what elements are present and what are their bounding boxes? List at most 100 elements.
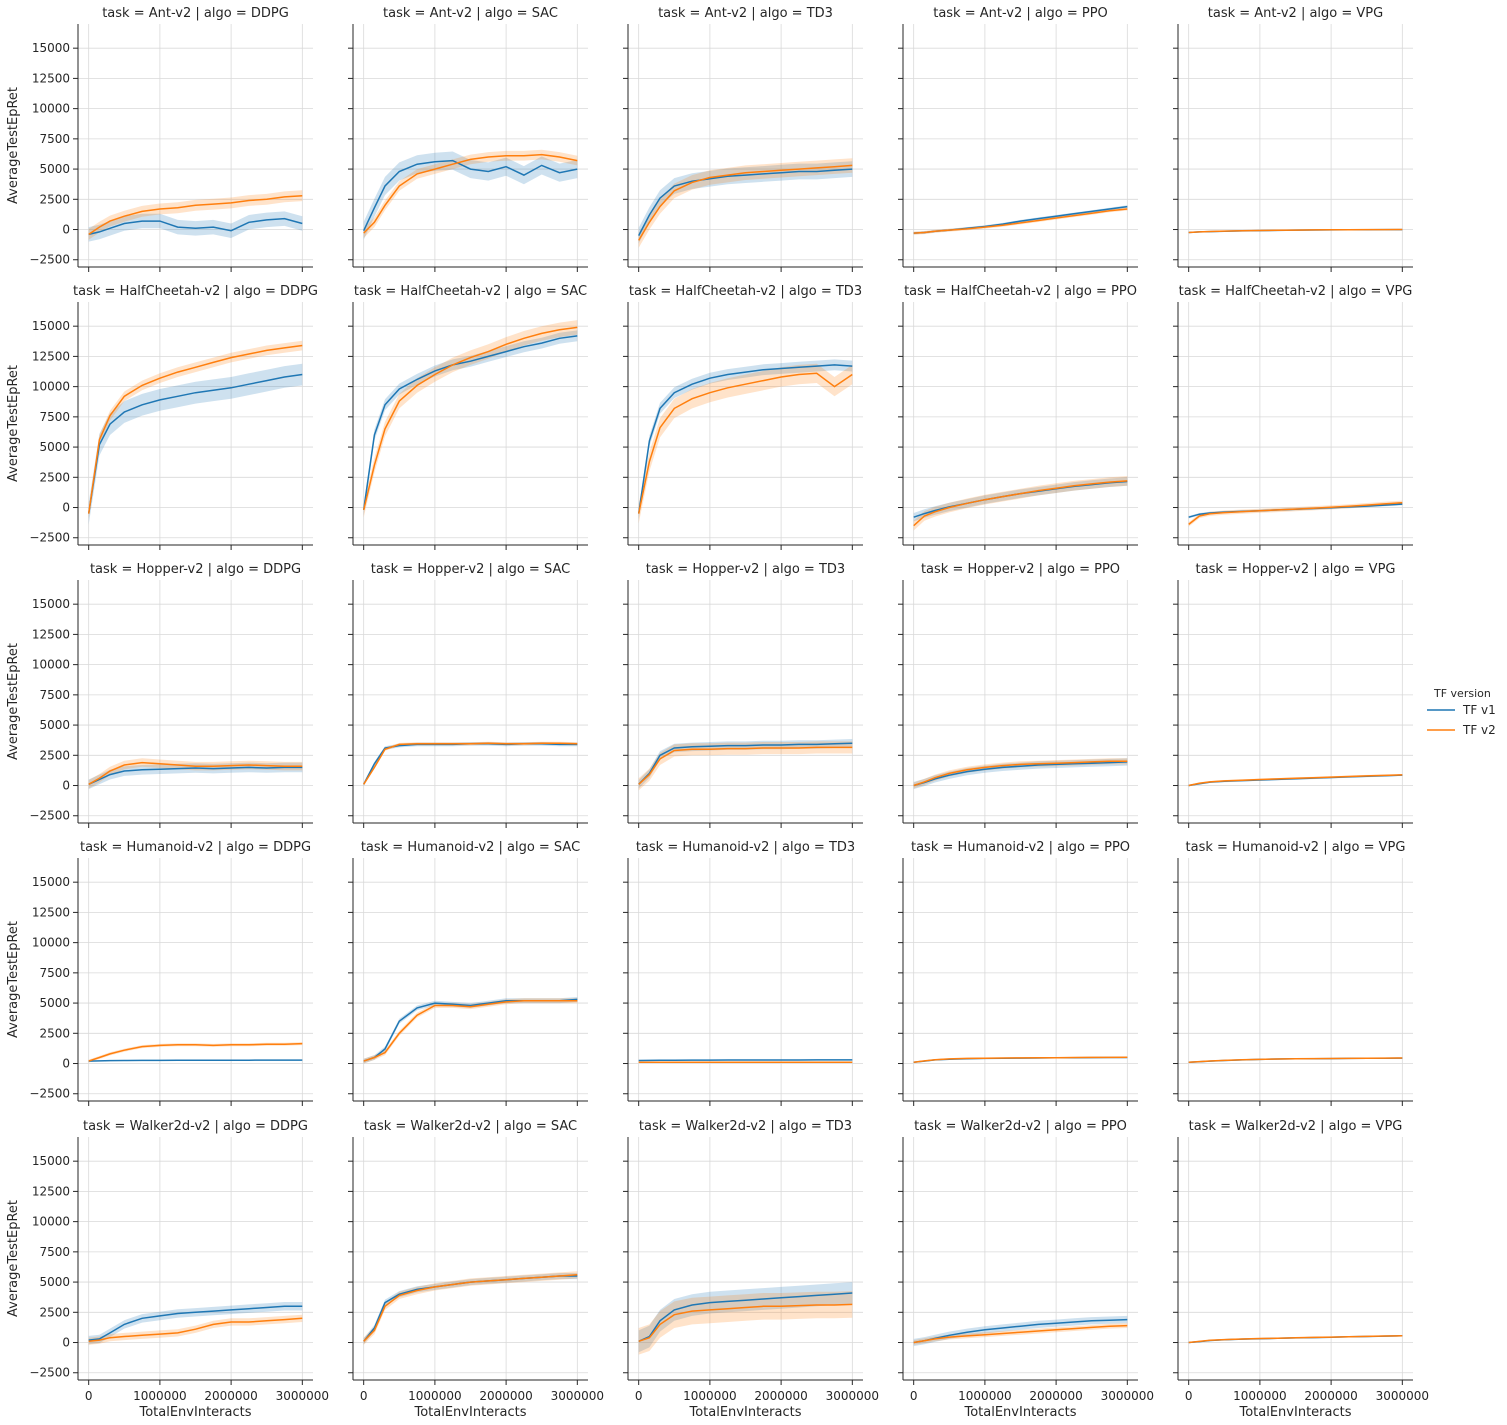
x-tick-label: 1000000 <box>133 1389 186 1403</box>
line-tf-v1 <box>362 335 578 511</box>
band-tf-v1 <box>88 363 303 525</box>
y-tick-label: 15000 <box>32 1154 70 1168</box>
panel-title: task = HalfCheetah-v2 | algo = TD3 <box>629 284 862 299</box>
panel-1-2: task = HalfCheetah-v2 | algo = TD3 <box>623 284 863 550</box>
y-tick-label: 10000 <box>32 1215 70 1229</box>
panel-title: task = Humanoid-v2 | algo = TD3 <box>636 840 855 855</box>
line-tf-v2 <box>88 194 303 236</box>
line-tf-v2 <box>88 1317 303 1343</box>
y-tick-label: 5000 <box>39 718 70 732</box>
x-axis-label: TotalEnvInteracts <box>413 1405 526 1420</box>
line-tf-v1 <box>638 1292 853 1342</box>
band-tf-v1 <box>638 1282 853 1353</box>
x-axis-label: TotalEnvInteracts <box>138 1405 251 1420</box>
line-tf-v2 <box>913 760 1128 787</box>
line-tf-v2 <box>362 326 578 511</box>
band-tf-v2 <box>363 998 578 1064</box>
y-tick-label: 5000 <box>39 162 70 176</box>
panel-title: task = Ant-v2 | algo = DDPG <box>102 6 289 21</box>
band-tf-v1 <box>363 742 578 787</box>
panel-3-2: task = Humanoid-v2 | algo = TD3 <box>623 840 863 1106</box>
line-tf-v1 <box>913 1318 1128 1344</box>
y-tick-label: 2500 <box>39 1305 70 1319</box>
panels-layer: −2500 0 2500 5000 7500 10000 12500 15000 task = … <box>6 6 1429 1420</box>
x-tick-label: 2000000 <box>1304 1389 1357 1403</box>
panel-2-1: task = Hopper-v2 | algo = SAC <box>348 562 588 828</box>
y-tick-label: 15000 <box>32 41 70 55</box>
y-tick-label: −2500 <box>29 531 70 545</box>
x-tick-label: 3000000 <box>826 1389 879 1403</box>
y-tick-label: 15000 <box>32 597 70 611</box>
panel-4-3: 0 1000000 2000000 3000000 task = Walker2d-v2… <box>898 1119 1154 1420</box>
y-tick-label: 0 <box>62 779 70 793</box>
x-tick-label: 3000000 <box>1101 1389 1154 1403</box>
x-tick-label: 3000000 <box>551 1389 604 1403</box>
panel-title: task = Humanoid-v2 | algo = DDPG <box>80 840 311 855</box>
legend: TF version TF v1 TF v2 <box>1427 687 1496 737</box>
y-tick-label: 12500 <box>32 627 70 641</box>
x-tick-label: 0 <box>1185 1389 1193 1403</box>
panel-2-0: −2500 0 2500 5000 7500 10000 12500 15000 task = … <box>6 562 313 828</box>
y-axis-label: AverageTestEpRet <box>6 643 21 760</box>
y-tick-label: −2500 <box>29 253 70 267</box>
band-tf-v1 <box>363 151 578 240</box>
y-tick-label: 0 <box>62 223 70 237</box>
x-tick-label: 2000000 <box>754 1389 807 1403</box>
y-tick-label: −2500 <box>29 1087 70 1101</box>
band-tf-v1 <box>88 211 303 242</box>
line-tf-v2 <box>1188 774 1403 787</box>
line-tf-v1 <box>87 373 303 514</box>
panel-4-1: 0 1000000 2000000 3000000 task = Walker2d-v2… <box>348 1119 604 1420</box>
panel-title: task = Hopper-v2 | algo = PPO <box>921 562 1120 577</box>
band-tf-v2 <box>638 363 853 524</box>
y-axis-label: AverageTestEpRet <box>6 365 21 482</box>
y-tick-label: 10000 <box>32 380 70 394</box>
panel-2-2: task = Hopper-v2 | algo = TD3 <box>623 562 863 828</box>
panel-0-1: task = Ant-v2 | algo = SAC <box>348 6 588 272</box>
band-tf-v1 <box>913 758 1128 790</box>
x-tick-label: 0 <box>85 1389 93 1403</box>
panel-0-0: −2500 0 2500 5000 7500 10000 12500 15000 task = … <box>6 6 313 272</box>
x-tick-label: 0 <box>635 1389 643 1403</box>
y-axis-label: AverageTestEpRet <box>6 1200 21 1317</box>
band-tf-v1 <box>88 1302 303 1345</box>
band-tf-v2 <box>363 149 578 238</box>
x-tick-label: 2000000 <box>479 1389 532 1403</box>
panel-1-0: −2500 0 2500 5000 7500 10000 12500 15000 task = … <box>6 284 318 550</box>
line-tf-v2 <box>913 1324 1128 1344</box>
band-tf-v2 <box>363 741 578 786</box>
y-tick-label: 0 <box>62 1057 70 1071</box>
line-tf-v2 <box>87 344 303 514</box>
y-tick-label: 5000 <box>39 996 70 1010</box>
panel-0-3: task = Ant-v2 | algo = PPO <box>898 6 1138 272</box>
line-tf-v2 <box>913 1056 1128 1064</box>
legend-label-tf-v1: TF v1 <box>1462 703 1496 717</box>
panel-title: task = Hopper-v2 | algo = TD3 <box>646 562 845 577</box>
line-tf-v1 <box>88 217 303 236</box>
line-tf-v1 <box>363 159 578 232</box>
panel-4-2: 0 1000000 2000000 3000000 task = Walker2d-v2… <box>623 1119 879 1420</box>
panel-0-4: task = Ant-v2 | algo = VPG <box>1173 6 1413 272</box>
panel-title: task = HalfCheetah-v2 | algo = DDPG <box>73 284 318 299</box>
x-tick-label: 0 <box>360 1389 368 1403</box>
y-tick-label: 0 <box>62 1336 70 1350</box>
panel-1-3: task = HalfCheetah-v2 | algo = PPO <box>898 284 1138 550</box>
line-tf-v1 <box>638 1059 853 1062</box>
y-tick-label: 7500 <box>39 410 70 424</box>
panel-3-4: task = Humanoid-v2 | algo = VPG <box>1173 840 1413 1106</box>
y-tick-label: 10000 <box>32 658 70 672</box>
band-tf-v2 <box>913 476 1128 531</box>
line-tf-v2 <box>1188 501 1403 525</box>
x-tick-label: 1000000 <box>1233 1389 1286 1403</box>
panel-title: task = Ant-v2 | algo = TD3 <box>658 6 833 21</box>
y-tick-label: 15000 <box>32 875 70 889</box>
x-axis-label: TotalEnvInteracts <box>1238 1405 1351 1420</box>
y-tick-label: 12500 <box>32 349 70 363</box>
x-tick-label: 3000000 <box>276 1389 329 1403</box>
band-tf-v1 <box>913 205 1128 235</box>
panel-title: task = Ant-v2 | algo = VPG <box>1208 6 1383 21</box>
y-tick-label: 2500 <box>39 192 70 206</box>
line-tf-v2 <box>363 742 578 785</box>
panel-title: task = Walker2d-v2 | algo = DDPG <box>83 1119 308 1134</box>
panel-title: task = Walker2d-v2 | algo = TD3 <box>639 1119 852 1134</box>
